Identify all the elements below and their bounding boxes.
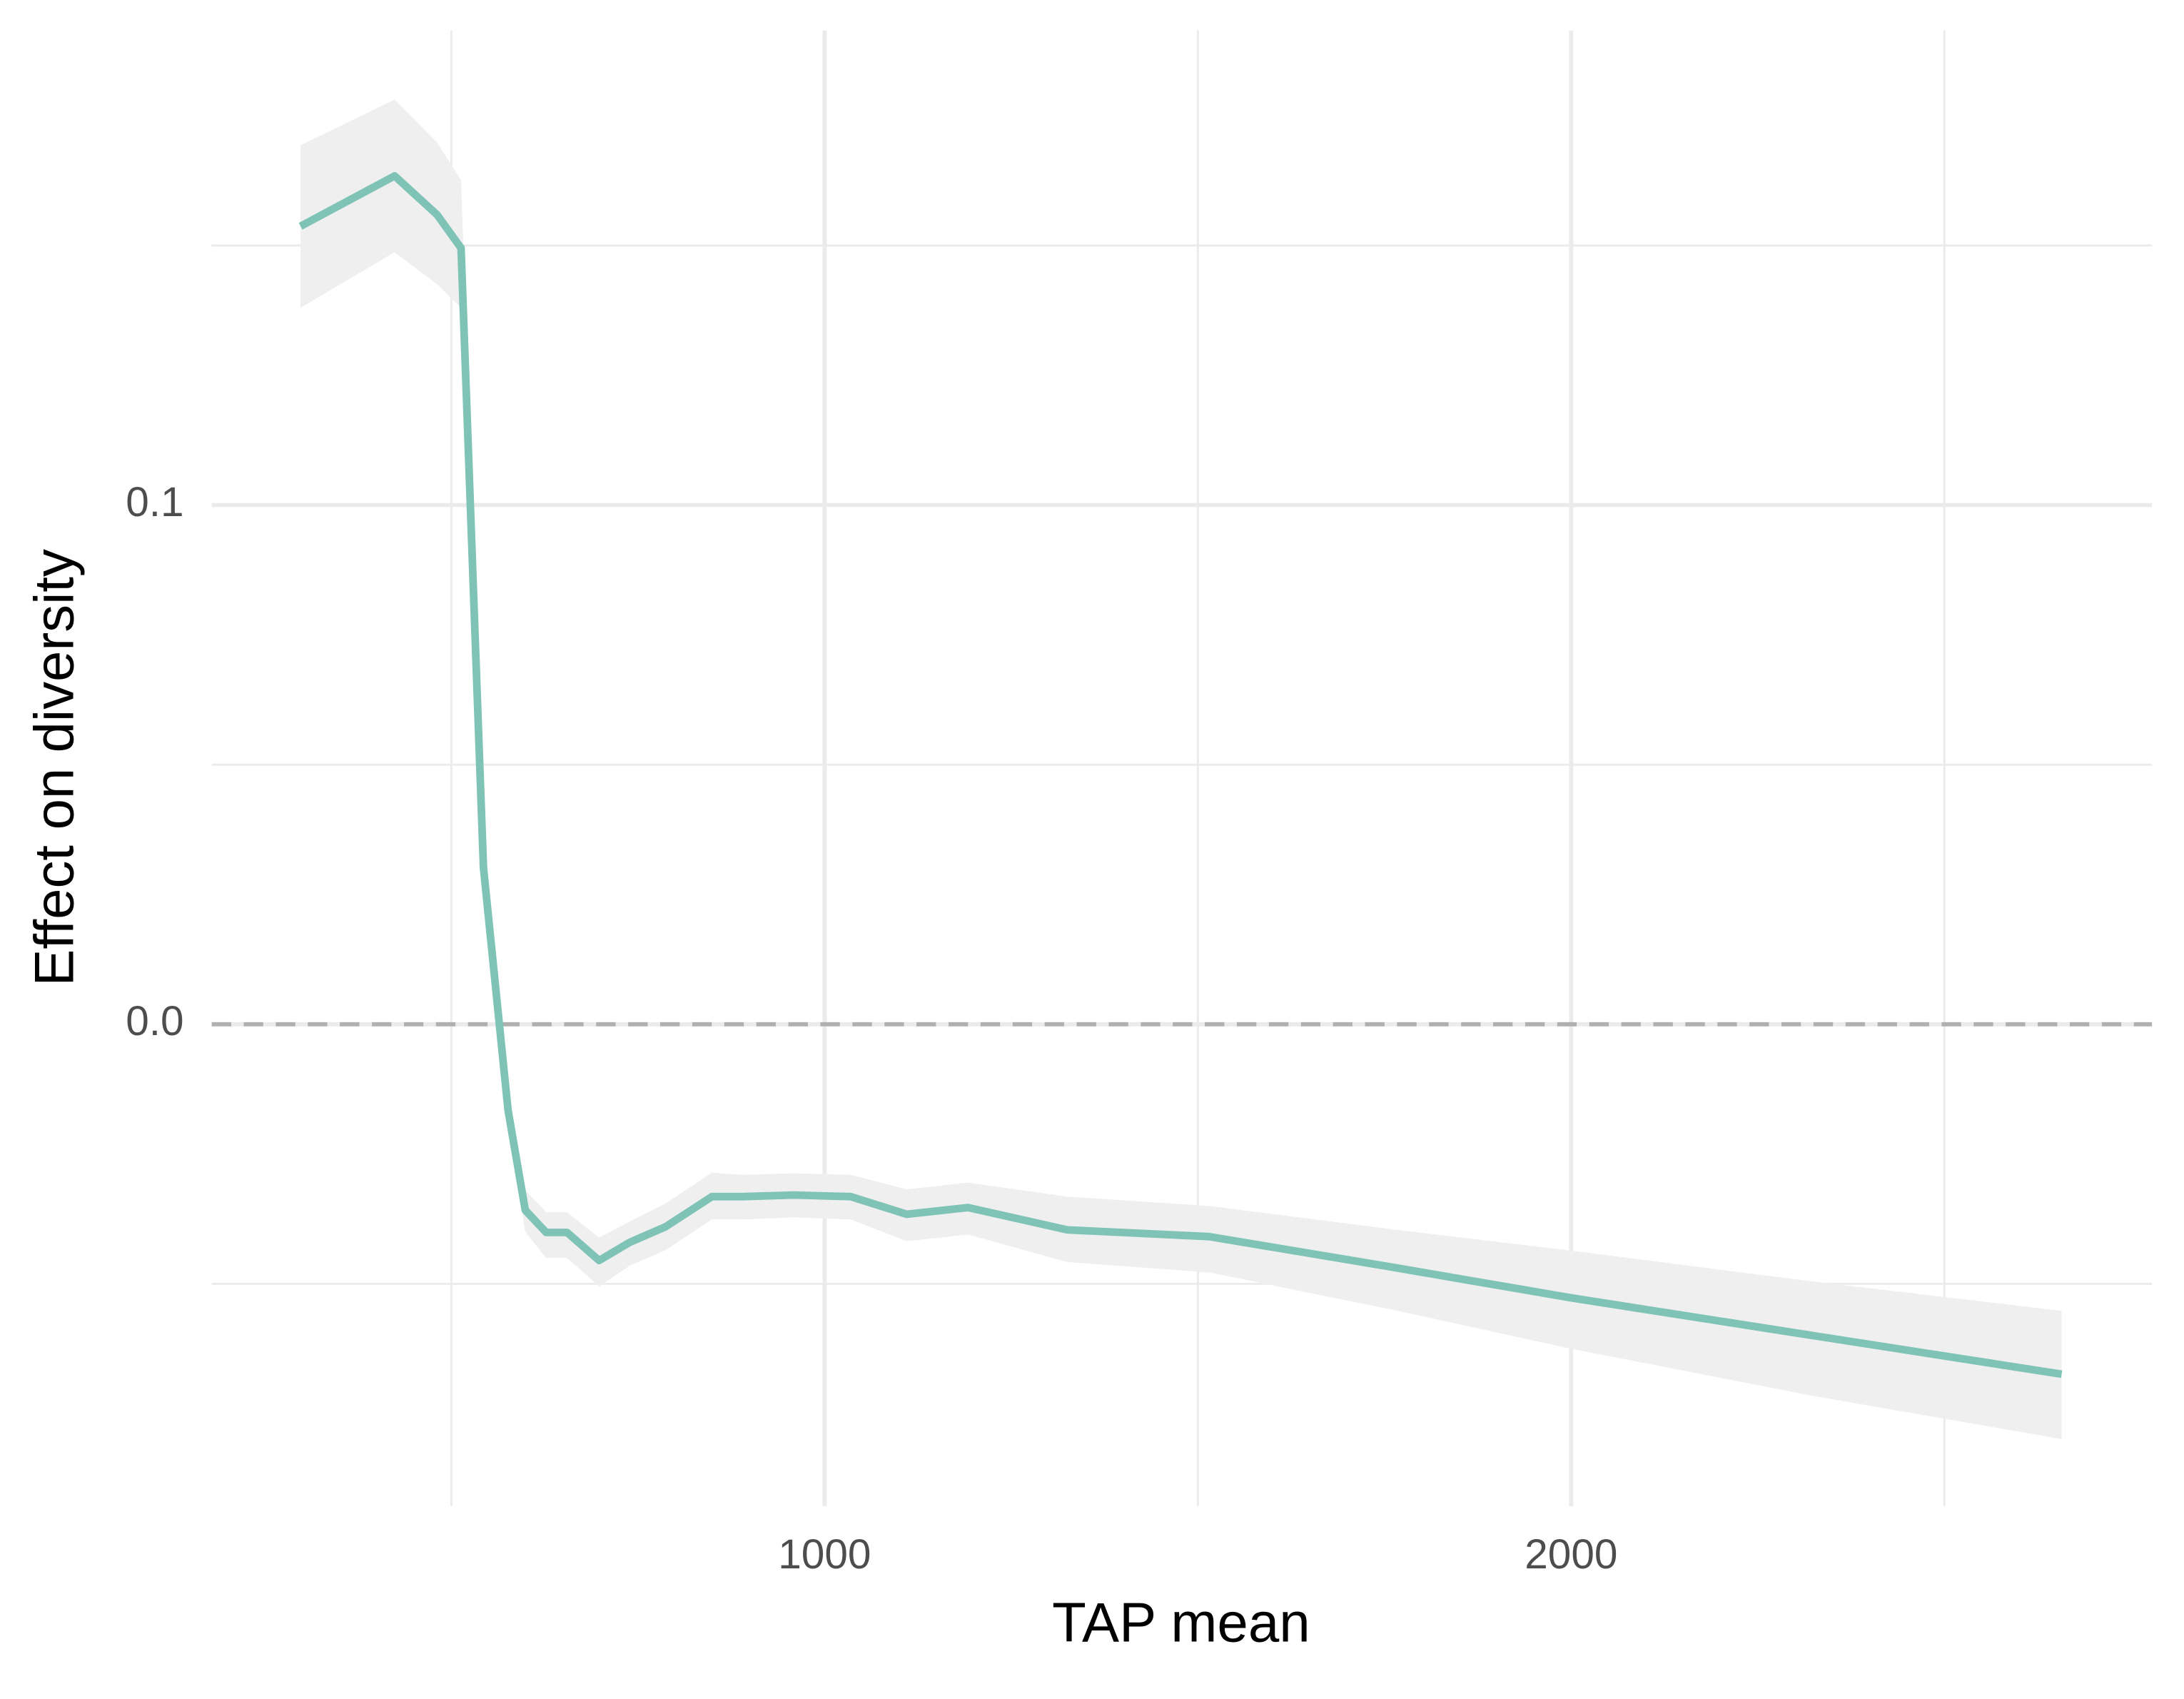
y-tick-label: 0.1 [126, 479, 183, 525]
line [298, 172, 2063, 1378]
x-tick-label: 2000 [1525, 1531, 1617, 1578]
x-tick-label: 1000 [778, 1531, 871, 1578]
y-axis-title: Effect on diversity [22, 549, 85, 986]
x-axis-title: TAP mean [1052, 1591, 1310, 1654]
confidence-band [300, 99, 2062, 1439]
y-tick-label: 0.0 [126, 998, 183, 1044]
